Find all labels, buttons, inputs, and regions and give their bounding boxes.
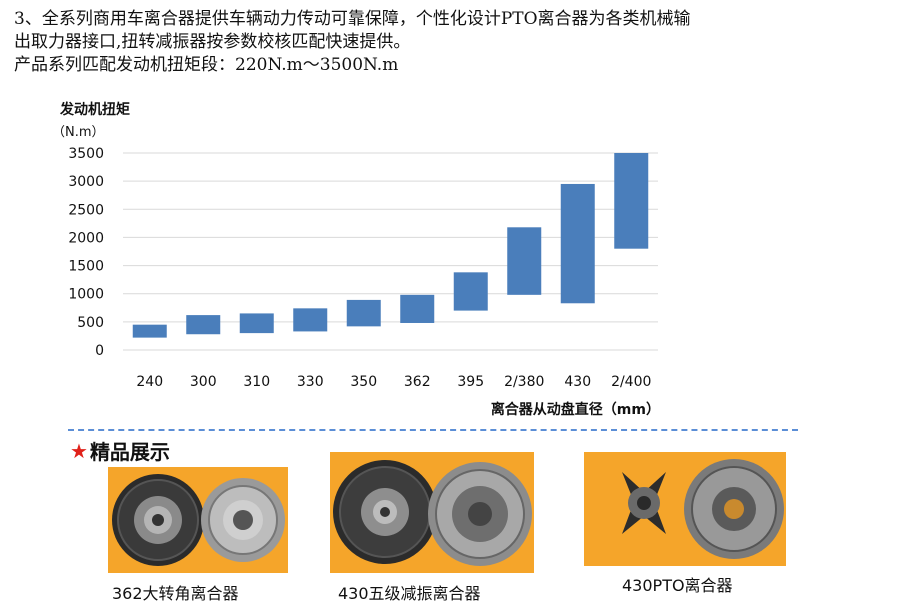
product-photo-430-pto [584, 452, 786, 566]
y-tick-label: 3000 [68, 174, 104, 190]
section-divider [68, 429, 798, 431]
x-tick-label: 300 [190, 374, 217, 390]
y-axis-label: 发动机扭矩 [59, 101, 130, 118]
caption-430-5stage: 430五级减振离合器 [338, 584, 481, 603]
x-axis-label: 离合器从动盘直径（mm） [491, 401, 660, 418]
y-tick-label: 500 [77, 315, 104, 331]
bar-350 [346, 299, 381, 327]
pressure-plate-image [201, 478, 285, 562]
showcase-title: ★ 精品展示 [70, 436, 170, 465]
clutch-disc-image [112, 474, 204, 566]
bar-430 [560, 183, 595, 304]
caption-362: 362大转角离合器 [112, 584, 239, 603]
caption-430-pto: 430PTO离合器 [622, 576, 733, 595]
clutch-disc-image [333, 460, 437, 564]
intro-line-1: 3、全系列商用车离合器提供车辆动力传动可靠保障，个性化设计PTO离合器为各类机械… [14, 9, 691, 29]
star-icon: ★ [70, 438, 88, 463]
x-tick-label: 350 [350, 374, 377, 390]
x-tick-label: 310 [243, 374, 270, 390]
pressure-plate-image [428, 462, 532, 566]
y-tick-label: 0 [95, 343, 104, 359]
x-tick-label: 2/400 [611, 374, 651, 390]
bar-310 [239, 313, 274, 334]
bar-300 [186, 315, 221, 335]
intro-text: 3、全系列商用车离合器提供车辆动力传动可靠保障，个性化设计PTO离合器为各类机械… [14, 8, 874, 77]
bar-2-400 [614, 153, 649, 249]
y-axis-unit: （N.m） [52, 125, 105, 140]
x-tick-label: 362 [404, 374, 431, 390]
bar-395 [453, 272, 488, 311]
pressure-plate-image [684, 459, 784, 559]
intro-line-2: 出取力器接口,扭转减振器按参数校核匹配快速提供。 [14, 32, 411, 52]
x-tick-label: 430 [564, 374, 591, 390]
y-tick-label: 2500 [68, 202, 104, 218]
bar-2-380 [507, 227, 542, 295]
bar-330 [293, 308, 328, 332]
showcase-title-text: 精品展示 [89, 440, 170, 464]
product-photo-362 [108, 467, 288, 573]
x-tick-label: 330 [297, 374, 324, 390]
x-tick-label: 395 [457, 374, 484, 390]
x-tick-label: 2/380 [504, 374, 544, 390]
bar-362 [400, 294, 435, 323]
x-tick-label: 240 [136, 374, 163, 390]
torque-range-chart: 发动机扭矩 （N.m） 0 500 1000 1500 2000 2500 3000 3500… [52, 101, 660, 418]
bar-240 [132, 324, 167, 338]
product-photo-430-5stage [330, 452, 534, 573]
y-tick-label: 3500 [68, 146, 104, 162]
intro-line-3: 产品系列匹配发动机扭矩段：220N.m～3500N.m [14, 55, 399, 75]
pto-hub-image [622, 472, 666, 534]
y-tick-label: 2000 [68, 230, 104, 246]
y-tick-label: 1500 [68, 259, 104, 275]
y-tick-label: 1000 [68, 287, 104, 303]
